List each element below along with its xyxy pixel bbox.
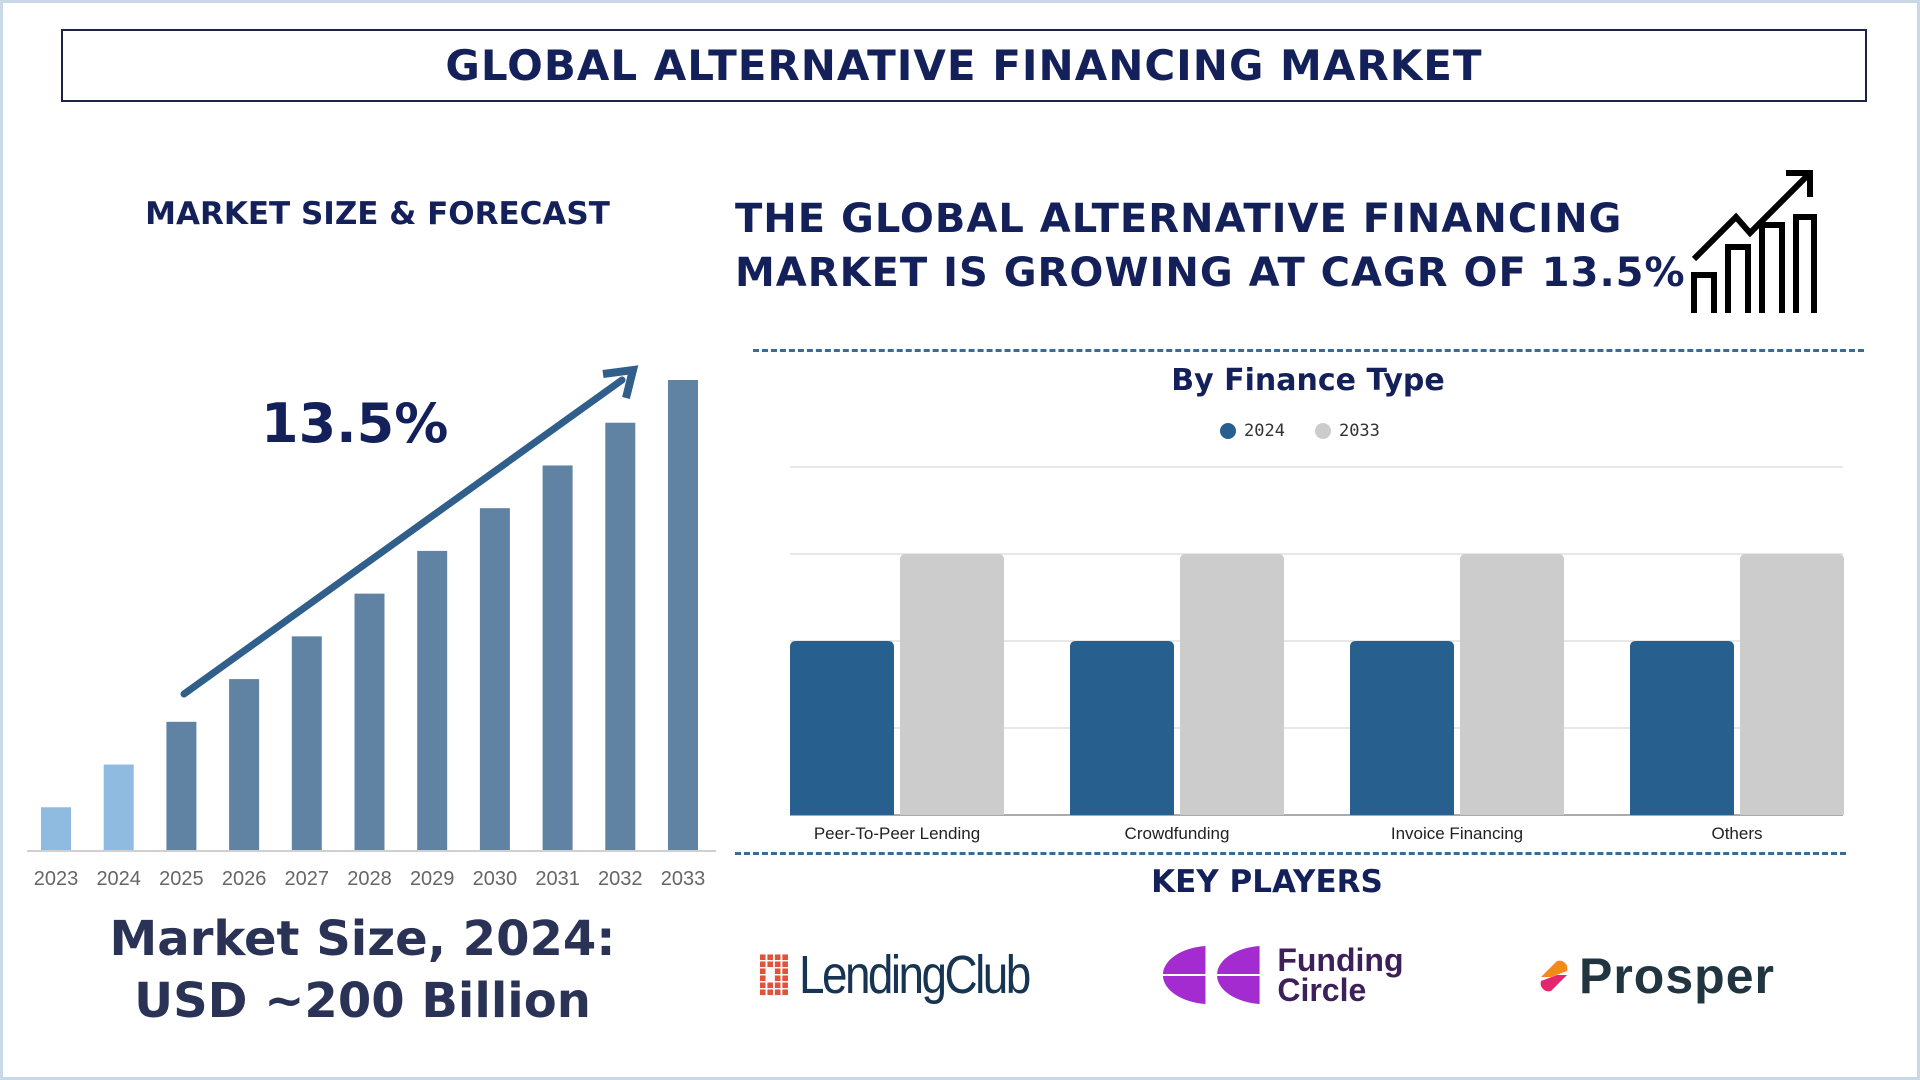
bar-2033-peer-to-peer-lending — [900, 554, 1004, 815]
growth-arrow — [180, 376, 626, 698]
bar-2030 — [479, 508, 510, 850]
growth-chart-icon — [1691, 170, 1817, 313]
prosper-mark-icon — [1540, 960, 1568, 992]
key-players-title: KEY PLAYERS — [1151, 864, 1383, 900]
category-label: Crowdfunding — [1124, 824, 1230, 843]
bar-2027 — [291, 636, 322, 850]
logo-prosper: Prosper — [1537, 944, 1857, 1008]
bar-2033-invoice-financing — [1460, 554, 1564, 815]
legend-dot-icon — [1220, 423, 1236, 439]
headline-line2: MARKET IS GROWING AT CAGR OF 13.5% — [735, 250, 1686, 296]
legend-label: 2033 — [1338, 421, 1380, 441]
market-size-line2: USD ~200 Billion — [134, 973, 591, 1029]
divider-bottom — [735, 852, 1846, 855]
logo-text: Prosper — [1579, 948, 1775, 1004]
legend-dot-icon — [1314, 423, 1331, 439]
year-label: 2031 — [535, 868, 580, 890]
segment-chart-title: By Finance Type — [1171, 363, 1445, 398]
bar-2033 — [668, 380, 698, 850]
bar-2029 — [417, 550, 448, 850]
logo-text: Funding Circle — [1277, 942, 1404, 1008]
lendingclub-grid-icon — [759, 954, 788, 996]
market-size-subtitle: MARKET SIZE & FORECAST — [145, 196, 610, 232]
arrow-head-icon — [602, 365, 639, 399]
forecast-chart — [27, 365, 716, 852]
chart-legend: 2024 2033 — [1220, 421, 1380, 441]
category-label: Invoice Financing — [1390, 824, 1524, 843]
year-label: 2033 — [660, 868, 706, 890]
cagr-annotation: 13.5% — [261, 392, 449, 455]
year-label: 2026 — [221, 868, 267, 890]
bar-2025 — [166, 721, 197, 850]
market-size-text: Market Size, 2024: USD ~200 Billion — [60, 908, 665, 1032]
bar-2033-others — [1740, 554, 1844, 815]
logo-text: LendingClub — [798, 945, 1031, 1005]
market-size-line1: Market Size, 2024: — [109, 911, 616, 967]
divider-top — [753, 349, 1864, 352]
logo-lendingclub: LendingClub — [759, 940, 1069, 1010]
headline-line1: THE GLOBAL ALTERNATIVE FINANCING — [735, 196, 1623, 242]
year-label: 2030 — [472, 868, 518, 890]
logo-funding-circle: Funding Circle — [1161, 938, 1461, 1012]
bar-2024 — [103, 764, 134, 850]
finance-type-chart — [790, 466, 1844, 816]
bar-2026 — [229, 679, 260, 850]
legend-item-2024: 2024 — [1220, 421, 1285, 441]
bar-2024-peer-to-peer-lending — [790, 641, 894, 815]
bar-2032 — [605, 422, 636, 850]
funding-circle-mark-icon — [1162, 946, 1260, 1004]
year-label: 2028 — [347, 868, 392, 890]
year-label: 2027 — [284, 868, 330, 890]
year-label: 2029 — [409, 868, 455, 890]
category-label: Others — [1711, 824, 1763, 843]
headline: THE GLOBAL ALTERNATIVE FINANCING MARKET … — [735, 192, 1686, 300]
bar-2023 — [41, 807, 71, 850]
bar-2024-invoice-financing — [1350, 641, 1454, 815]
bar-2024-others — [1630, 641, 1734, 815]
bar-2028 — [354, 593, 385, 850]
bar-2031 — [542, 465, 573, 850]
legend-item-2033: 2033 — [1314, 421, 1380, 441]
title-box: GLOBAL ALTERNATIVE FINANCING MARKET — [61, 29, 1867, 102]
year-label: 2025 — [159, 868, 204, 890]
year-label: 2032 — [598, 868, 643, 890]
category-label: Peer-To-Peer Lending — [813, 824, 981, 843]
page-title: GLOBAL ALTERNATIVE FINANCING MARKET — [445, 41, 1483, 90]
bar-2033-crowdfunding — [1180, 554, 1284, 815]
legend-label: 2024 — [1244, 421, 1285, 441]
year-label: 2023 — [33, 868, 79, 890]
bar-2024-crowdfunding — [1070, 641, 1174, 815]
year-label: 2024 — [96, 868, 141, 890]
